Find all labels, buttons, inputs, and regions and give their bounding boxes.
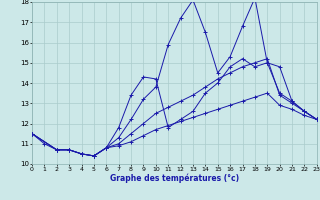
X-axis label: Graphe des températures (°c): Graphe des températures (°c)	[110, 173, 239, 183]
